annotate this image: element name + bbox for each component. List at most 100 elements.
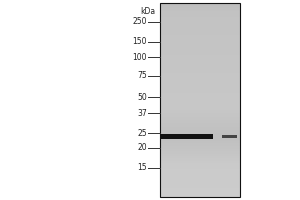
Bar (160, 106, 240, 107)
Bar (160, 61, 240, 62)
Bar (160, 5, 240, 6)
Bar (160, 54, 240, 55)
Bar (160, 107, 240, 108)
Bar (160, 172, 240, 174)
Bar (160, 124, 240, 125)
Bar (160, 99, 240, 100)
Bar (160, 126, 240, 127)
Bar (160, 89, 240, 90)
Bar (160, 73, 240, 75)
Bar (160, 123, 240, 124)
Bar (160, 145, 240, 146)
Bar (160, 22, 240, 24)
Bar (160, 63, 240, 64)
Bar (160, 8, 240, 9)
Bar (160, 42, 240, 44)
Bar (160, 181, 240, 183)
Bar (160, 155, 240, 156)
Bar (160, 131, 240, 132)
Text: 37: 37 (137, 108, 147, 117)
Bar (160, 194, 240, 195)
Bar (160, 90, 240, 91)
Bar (160, 76, 240, 77)
Bar (160, 94, 240, 95)
Bar (160, 37, 240, 38)
Bar (160, 97, 240, 98)
Bar (160, 18, 240, 19)
Bar (160, 128, 240, 130)
Bar (160, 119, 240, 120)
Bar (160, 150, 240, 152)
Bar (160, 57, 240, 58)
Text: 150: 150 (133, 38, 147, 46)
Bar (160, 139, 240, 141)
Bar (160, 174, 240, 175)
Bar (160, 34, 240, 35)
Bar (160, 83, 240, 84)
Bar (160, 168, 240, 169)
Bar (160, 93, 240, 94)
Bar (160, 192, 240, 194)
Bar (160, 19, 240, 20)
Bar (160, 105, 240, 106)
Bar (160, 165, 240, 166)
Bar (160, 88, 240, 90)
Bar (160, 47, 240, 48)
Bar (160, 79, 240, 80)
Bar (160, 165, 240, 166)
Bar (160, 51, 240, 52)
Bar (160, 183, 240, 185)
Bar (160, 75, 240, 76)
Bar (160, 158, 240, 159)
Bar (160, 79, 240, 80)
Bar (160, 130, 240, 132)
Bar (160, 161, 240, 163)
Bar (160, 154, 240, 155)
Bar (160, 37, 240, 38)
Bar (160, 167, 240, 168)
Bar (160, 68, 240, 69)
Bar (160, 59, 240, 60)
Bar (160, 178, 240, 179)
Bar (160, 117, 240, 118)
Bar (160, 19, 240, 20)
Bar (160, 77, 240, 79)
Bar (160, 154, 240, 155)
Bar (160, 185, 240, 187)
Bar (160, 86, 240, 88)
Bar (160, 91, 240, 92)
Bar (160, 104, 240, 105)
Bar (160, 138, 240, 139)
Bar (160, 184, 240, 185)
Bar (160, 167, 240, 168)
Bar (160, 100, 240, 101)
Bar (160, 52, 240, 53)
Text: 50: 50 (137, 92, 147, 102)
Text: 20: 20 (137, 144, 147, 152)
Bar (160, 24, 240, 25)
Bar (160, 148, 240, 149)
Bar (160, 113, 240, 114)
Bar (160, 71, 240, 72)
Bar (160, 164, 240, 165)
Bar (160, 42, 240, 43)
Text: 15: 15 (137, 164, 147, 172)
Bar (160, 64, 240, 65)
Bar (160, 39, 240, 40)
Bar (160, 28, 240, 29)
Bar (160, 80, 240, 81)
Bar (160, 62, 240, 63)
Bar (160, 3, 240, 197)
Bar (160, 191, 240, 192)
Bar (160, 136, 240, 137)
Bar (160, 145, 240, 146)
Bar (160, 163, 240, 165)
Bar (160, 112, 240, 113)
Bar (160, 159, 240, 160)
Bar (160, 9, 240, 10)
Bar (222, 134, 237, 138)
Bar (160, 57, 240, 58)
Bar (160, 83, 240, 84)
Bar (160, 35, 240, 36)
Bar (160, 170, 240, 172)
